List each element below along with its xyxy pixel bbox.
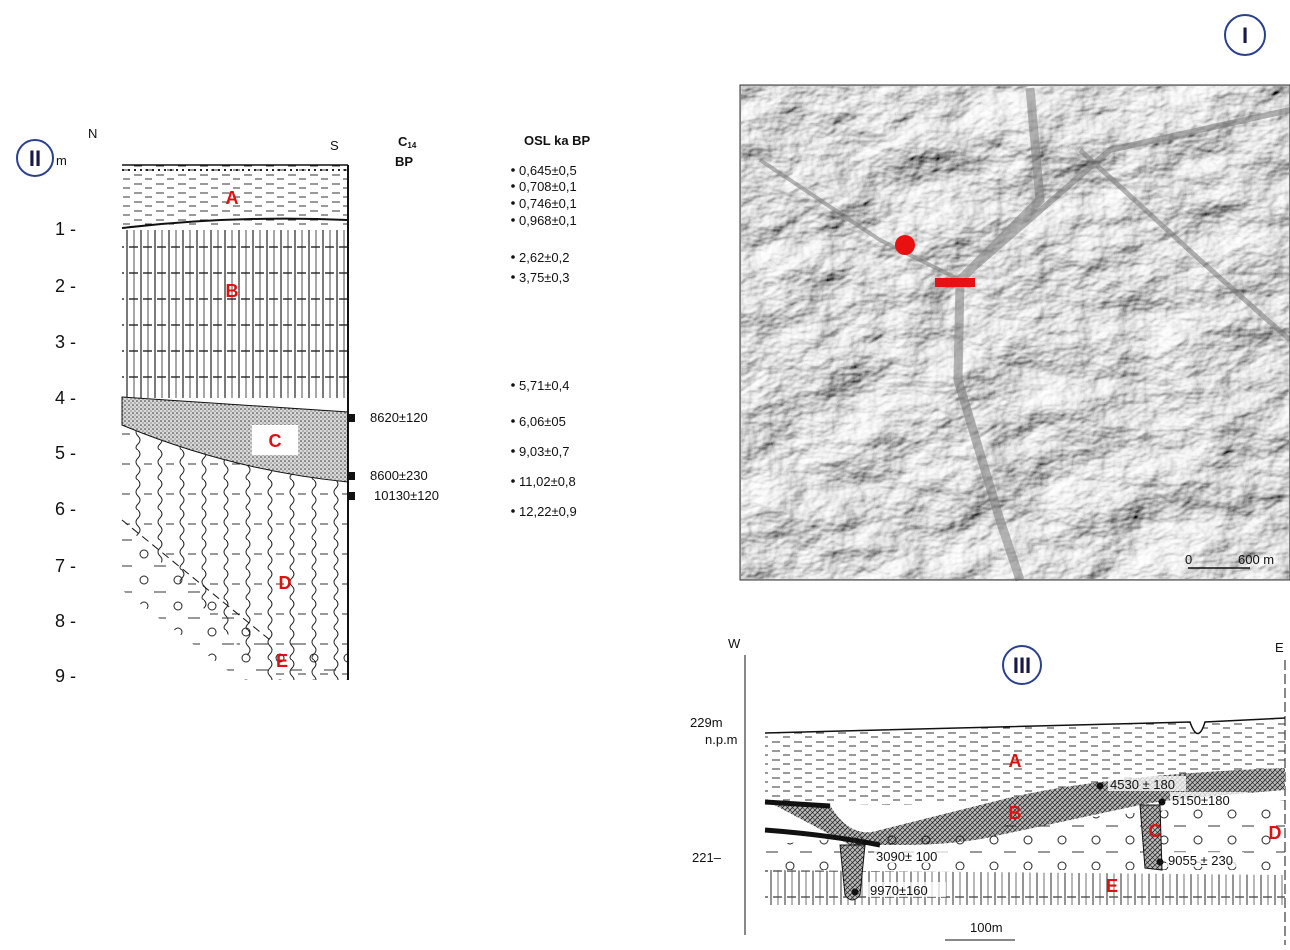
section-line bbox=[935, 278, 975, 287]
depth-label: 7 - bbox=[55, 556, 76, 576]
site-point bbox=[895, 235, 915, 255]
sample-marker bbox=[349, 472, 355, 480]
south: S bbox=[330, 138, 339, 153]
layer-label: D bbox=[279, 573, 292, 593]
osl-date: 3,75±0,3 bbox=[519, 270, 570, 285]
osl-bullet bbox=[511, 509, 515, 513]
figure: I 0 600 m II m N S C14 BP OSL ka BP 1 -2… bbox=[0, 0, 1290, 950]
osl-bullet bbox=[511, 419, 515, 423]
c14-date: 8620±120 bbox=[370, 410, 428, 425]
west: W bbox=[728, 636, 741, 651]
cross-section bbox=[765, 718, 1285, 905]
layer-label: C bbox=[269, 431, 282, 451]
c14-subscript: 14 bbox=[407, 141, 416, 150]
layer-label: B bbox=[226, 281, 239, 301]
top-elevation: 229m bbox=[690, 715, 723, 730]
osl-header: OSL ka BP bbox=[524, 133, 591, 148]
depth-label: 2 - bbox=[55, 276, 76, 296]
c14-date: 9055 ± 230 bbox=[1168, 853, 1233, 868]
scale-end: 600 m bbox=[1238, 552, 1274, 567]
page: Profiles {"panel_1": {"label": "I", "sca… bbox=[0, 0, 1290, 950]
layer-label: A bbox=[1009, 751, 1022, 771]
layer-b bbox=[122, 230, 348, 398]
c14-header: C14 bbox=[398, 134, 417, 150]
osl-date: 6,06±05 bbox=[519, 414, 566, 429]
osl-bullet bbox=[511, 201, 515, 205]
osl-bullet bbox=[511, 168, 515, 172]
osl-date: 11,02±0,8 bbox=[519, 474, 576, 489]
sample-dot bbox=[852, 889, 859, 896]
osl-date: 0,645±0,5 bbox=[519, 163, 577, 178]
c14-date: 3090± 100 bbox=[876, 849, 937, 864]
hillshade bbox=[741, 86, 1289, 579]
c14-date: 4530 ± 180 bbox=[1110, 777, 1175, 792]
c14-unit: BP bbox=[395, 154, 413, 169]
layer-label: C bbox=[1149, 821, 1162, 841]
layer-label: B bbox=[1009, 803, 1022, 823]
c14-date: 10130±120 bbox=[374, 488, 439, 503]
osl-date: 0,708±0,1 bbox=[519, 179, 577, 194]
osl-bullet bbox=[511, 184, 515, 188]
c14-date: 9970±160 bbox=[870, 883, 928, 898]
depth-label: 8 - bbox=[55, 611, 76, 631]
sample-marker bbox=[349, 414, 355, 422]
osl-date: 9,03±0,7 bbox=[519, 444, 570, 459]
depth-label: 9 - bbox=[55, 666, 76, 686]
sample-dot bbox=[1157, 859, 1164, 866]
osl-bullet bbox=[511, 479, 515, 483]
c14-date: 8600±230 bbox=[370, 468, 428, 483]
sample-dot bbox=[1097, 783, 1104, 790]
osl-date: 0,968±0,1 bbox=[519, 213, 577, 228]
layer-label: A bbox=[226, 188, 239, 208]
depth-label: 3 - bbox=[55, 332, 76, 352]
profile-column bbox=[122, 165, 348, 680]
osl-bullet bbox=[511, 218, 515, 222]
layer-label: E bbox=[276, 651, 288, 671]
sample-dot bbox=[1159, 799, 1166, 806]
body: I 0 600 m II m N S C14 BP OSL ka BP 1 -2… bbox=[0, 0, 1290, 950]
osl-bullet bbox=[511, 383, 515, 387]
osl-bullet bbox=[511, 449, 515, 453]
osl-date: 12,22±0,9 bbox=[519, 504, 577, 519]
osl-date: 5,71±0,4 bbox=[519, 378, 570, 393]
east: E bbox=[1275, 640, 1284, 655]
scale: 100m bbox=[970, 920, 1003, 935]
c14-date: 5150±180 bbox=[1172, 793, 1230, 808]
scale-start: 0 bbox=[1185, 552, 1192, 567]
sample-marker bbox=[349, 492, 355, 500]
layer-label: E bbox=[1106, 876, 1118, 896]
osl-bullet bbox=[511, 255, 515, 259]
panel-label: III bbox=[1013, 653, 1031, 678]
lower-elevation: 221– bbox=[692, 850, 722, 865]
osl-date: 0,746±0,1 bbox=[519, 196, 577, 211]
datum: n.p.m bbox=[705, 732, 738, 747]
north: N bbox=[88, 126, 97, 141]
osl-date: 2,62±0,2 bbox=[519, 250, 570, 265]
osl-bullet bbox=[511, 275, 515, 279]
panel-label: II bbox=[29, 146, 41, 171]
panel-label: I bbox=[1242, 23, 1248, 48]
depth-label: 6 - bbox=[55, 499, 76, 519]
depth-label: 4 - bbox=[55, 388, 76, 408]
depth-label: 5 - bbox=[55, 443, 76, 463]
layer-label: D bbox=[1269, 823, 1282, 843]
unit: m bbox=[56, 153, 67, 168]
depth-label: 1 - bbox=[55, 219, 76, 239]
